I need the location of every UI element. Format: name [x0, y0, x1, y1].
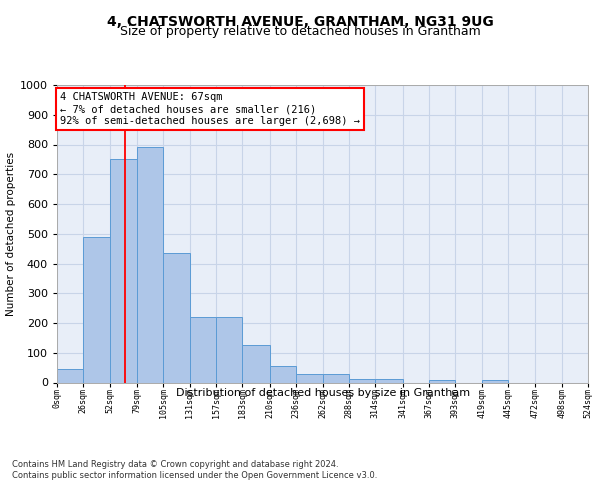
Bar: [110, 160, 137, 382]
Text: Contains public sector information licensed under the Open Government Licence v3: Contains public sector information licen…: [12, 471, 377, 480]
Y-axis label: Number of detached properties: Number of detached properties: [6, 152, 16, 316]
Text: Size of property relative to detached houses in Grantham: Size of property relative to detached ho…: [119, 25, 481, 38]
Bar: [137, 148, 163, 382]
Bar: [429, 380, 455, 382]
Bar: [242, 346, 270, 383]
Bar: [375, 379, 403, 382]
Text: Distribution of detached houses by size in Grantham: Distribution of detached houses by size …: [176, 388, 470, 398]
Bar: [349, 379, 375, 382]
Text: Contains HM Land Registry data © Crown copyright and database right 2024.: Contains HM Land Registry data © Crown c…: [12, 460, 338, 469]
Bar: [216, 317, 242, 382]
Bar: [163, 253, 190, 382]
Bar: [270, 366, 296, 382]
Bar: [482, 380, 508, 382]
Text: 4, CHATSWORTH AVENUE, GRANTHAM, NG31 9UG: 4, CHATSWORTH AVENUE, GRANTHAM, NG31 9UG: [107, 15, 493, 29]
Bar: [190, 317, 216, 382]
Bar: [57, 369, 83, 382]
Bar: [83, 236, 111, 382]
Bar: [323, 374, 349, 382]
Bar: [296, 374, 323, 382]
Text: 4 CHATSWORTH AVENUE: 67sqm
← 7% of detached houses are smaller (216)
92% of semi: 4 CHATSWORTH AVENUE: 67sqm ← 7% of detac…: [60, 92, 360, 126]
